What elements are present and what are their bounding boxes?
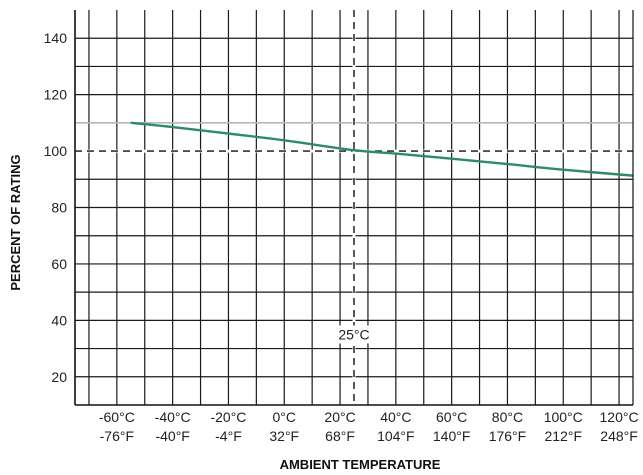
- series-line: [130, 121, 634, 177]
- x-axis-title: AMBIENT TEMPERATURE: [280, 457, 441, 472]
- x-tick-label-celsius: 60°C: [436, 409, 467, 425]
- x-tick-label-celsius: 100°C: [544, 409, 583, 425]
- x-tick-label-fahrenheit: 176°F: [489, 428, 527, 444]
- x-tick-label-celsius: -40°C: [155, 409, 191, 425]
- x-tick-label-fahrenheit: 32°F: [269, 428, 299, 444]
- x-tick-label-fahrenheit: 212°F: [544, 428, 582, 444]
- x-tick-label-celsius: 20°C: [324, 409, 355, 425]
- x-tick-label-fahrenheit: 140°F: [433, 428, 471, 444]
- plot-frame: [74, 10, 634, 406]
- x-tick-label-celsius: -60°C: [99, 409, 135, 425]
- y-tick-label: 40: [51, 312, 67, 328]
- x-tick-label-fahrenheit: 104°F: [377, 428, 415, 444]
- x-tick-label-fahrenheit: 68°F: [325, 428, 355, 444]
- x-tick-label-celsius: 120°C: [600, 409, 639, 425]
- y-tick-label: 120: [44, 87, 68, 103]
- x-tick-label-celsius: 40°C: [380, 409, 411, 425]
- x-tick-label-fahrenheit: -4°F: [215, 428, 242, 444]
- y-tick-label: 80: [51, 200, 67, 216]
- x-tick-label-celsius: 80°C: [492, 409, 523, 425]
- series: [130, 121, 634, 177]
- y-tick-labels: 20 40 60 80 100 120 140: [44, 30, 68, 385]
- x-tick-label-fahrenheit: -76°F: [100, 428, 134, 444]
- y-tick-label: 20: [51, 369, 67, 385]
- y-axis-title: PERCENT OF RATING: [8, 154, 23, 290]
- reference-annotation-25c: 25°C: [338, 326, 369, 342]
- y-tick-label: 100: [44, 143, 68, 159]
- y-tick-label: 140: [44, 30, 68, 46]
- y-tick-label: 60: [51, 256, 67, 272]
- x-tick-label-fahrenheit: -40°F: [155, 428, 189, 444]
- x-tick-labels: -60°C -76°F -40°C -40°F -20°C -4°F 0°C 32°F 20°C…: [99, 409, 639, 444]
- x-tick-label-celsius: -20°C: [210, 409, 246, 425]
- x-tick-label-celsius: 0°C: [273, 409, 297, 425]
- annotation-backing: [334, 325, 374, 344]
- x-tick-label-fahrenheit: 248°F: [600, 428, 638, 444]
